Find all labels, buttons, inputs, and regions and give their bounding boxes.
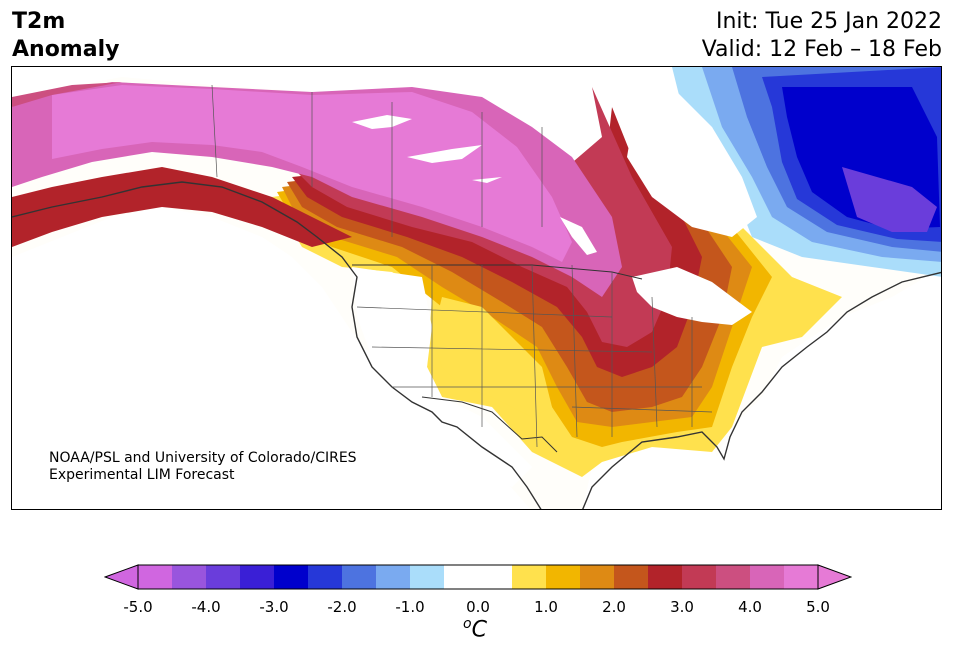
anomaly-map: [11, 66, 942, 510]
colorbar-swatch: [138, 565, 173, 589]
colorbar: [103, 564, 853, 594]
colorbar-tick-label: -3.0: [259, 598, 289, 616]
great-slave-lake: [407, 145, 482, 163]
mexico-border: [421, 396, 558, 453]
colorbar-frame: [137, 564, 819, 590]
colorbar-swatch: [716, 565, 751, 589]
title-line-2: Anomaly: [12, 37, 120, 62]
colorbar-tick-label: 3.0: [670, 598, 694, 616]
colorbar-swatch: [682, 565, 717, 589]
init-date: Init: Tue 25 Jan 2022: [715, 9, 942, 34]
cold-4-0: [842, 167, 937, 232]
colorbar-swatch: [750, 565, 785, 589]
map-canvas: [12, 67, 941, 509]
great-bear-lake: [352, 115, 412, 129]
state-lines: [356, 264, 713, 448]
hudson-bay: [627, 127, 757, 237]
date-info: Init: Tue 25 Jan 2022 Valid: 12 Feb – 18…: [702, 8, 942, 64]
lake-winnipeg: [560, 217, 597, 255]
alaska-warm-edge: [12, 167, 352, 247]
colorbar-swatch: [342, 565, 377, 589]
colorbar-tick-label: 1.0: [534, 598, 558, 616]
colorbar-swatch: [512, 565, 547, 589]
colorbar-swatch: [376, 565, 411, 589]
colorbar-swatch: [444, 565, 479, 589]
colorbar-swatch: [580, 565, 615, 589]
colorbar-tick-label: 4.0: [738, 598, 762, 616]
credit-line-2: Experimental LIM Forecast: [49, 467, 235, 483]
valid-date: Valid: 12 Feb – 18 Feb: [701, 37, 942, 62]
colorbar-swatch: [410, 565, 445, 589]
colorbar-extend-high: [817, 564, 853, 590]
southwest-neutral: [352, 267, 532, 487]
colorbar-tick-label: -2.0: [327, 598, 357, 616]
degree-symbol: o: [463, 616, 472, 632]
province-lines: [211, 84, 543, 237]
colorbar-tick-label: 0.0: [466, 598, 490, 616]
colorbar-tick-label: 2.0: [602, 598, 626, 616]
colorbar-swatch: [308, 565, 343, 589]
unit-letter: C: [471, 617, 487, 643]
lake-athabasca: [472, 177, 502, 183]
colorbar-unit: oC: [463, 616, 487, 642]
colorbar-tick-label: -5.0: [123, 598, 153, 616]
colorbar-swatch: [478, 565, 513, 589]
colorbar-swatch: [614, 565, 649, 589]
colorbar-svg: [103, 564, 853, 590]
colorbar-swatch: [240, 565, 275, 589]
colorbar-swatch: [274, 565, 309, 589]
colorbar-swatch: [206, 565, 241, 589]
colorbar-swatch: [784, 565, 819, 589]
great-lakes: [632, 267, 752, 325]
map-title: T2m Anomaly: [12, 8, 119, 64]
colorbar-tick-label: -1.0: [395, 598, 425, 616]
title-line-1: T2m: [12, 9, 66, 34]
colorbar-tick-label: -4.0: [191, 598, 221, 616]
colorbar-extend-low: [103, 564, 139, 590]
alaska-warm-edge-2: [12, 82, 122, 107]
colorbar-swatch: [172, 565, 207, 589]
coastline: [12, 181, 941, 509]
colorbar-swatch: [648, 565, 683, 589]
colorbar-tick-label: 5.0: [806, 598, 830, 616]
forecast-credit: NOAA/PSL and University of Colorado/CIRE…: [49, 450, 357, 484]
anomaly-5-0: [52, 85, 572, 262]
credit-line-1: NOAA/PSL and University of Colorado/CIRE…: [49, 450, 357, 466]
colorbar-swatch: [546, 565, 581, 589]
